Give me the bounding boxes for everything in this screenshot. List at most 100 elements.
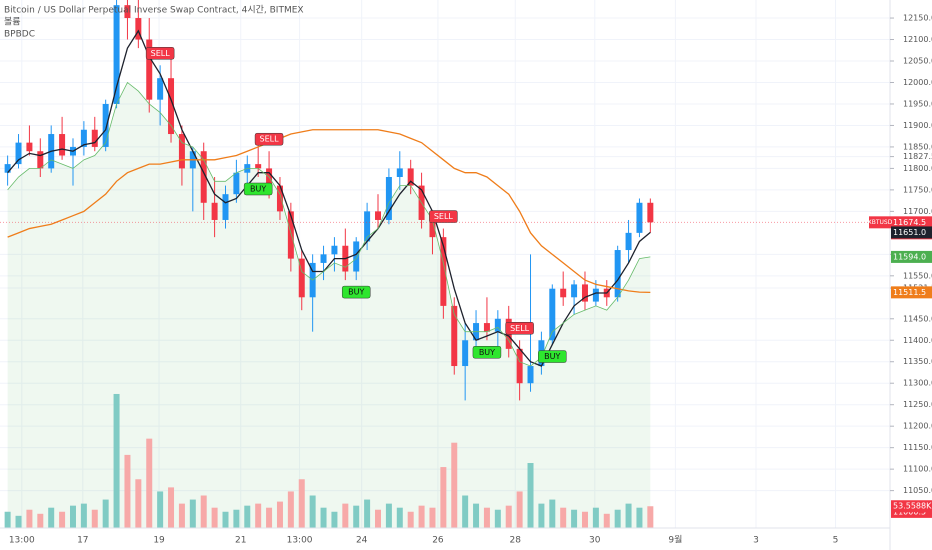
volume-bar <box>287 491 294 528</box>
y-tick-label: 11100.0 <box>903 465 932 474</box>
volume-bar <box>233 509 240 528</box>
x-tick-label: 24 <box>356 536 368 546</box>
candle-body <box>581 284 588 302</box>
plot: SELL BUY SELL BUY SELL BUY SELL BUY <box>0 0 890 528</box>
y-tick-label: 11350.0 <box>903 357 932 366</box>
symbol-label: XBTUSD <box>868 219 893 226</box>
volume-bar <box>189 499 196 528</box>
volume-bar <box>418 505 425 528</box>
volume-bar <box>614 509 621 528</box>
signal-label: BUY <box>250 185 266 194</box>
candle-body <box>4 164 11 173</box>
candle-body <box>80 129 87 147</box>
volume-bar <box>69 505 76 528</box>
candle-body <box>494 318 501 332</box>
volume-bar <box>462 495 469 528</box>
candle-body <box>320 254 327 263</box>
volume-bar <box>375 509 382 528</box>
volume-bar <box>146 438 153 528</box>
x-tick-label: 17 <box>77 536 88 546</box>
price-label-box <box>891 250 932 263</box>
candle-body <box>37 151 44 169</box>
candle-body <box>407 168 414 186</box>
volume-bar <box>102 499 109 528</box>
x-tick-label: 5 <box>833 536 839 546</box>
y-tick-label: 11300.0 <box>903 379 932 388</box>
x-tick-label: 30 <box>589 536 601 546</box>
volume-bar <box>200 495 207 528</box>
volume-bar <box>505 505 512 528</box>
candle-body <box>298 258 305 298</box>
signal-label: SELL <box>434 212 454 221</box>
price-label-box <box>891 286 932 299</box>
indicator-label: BPBDC <box>4 30 35 40</box>
volume-bar <box>331 511 338 528</box>
signal-box <box>254 132 284 146</box>
volume-bar <box>91 509 98 528</box>
volume-bar <box>647 506 654 528</box>
signal-label: SELL <box>510 324 530 333</box>
volume-bar <box>244 505 251 528</box>
candle-body <box>440 237 447 306</box>
volume-bar <box>538 503 545 528</box>
x-tick-label: 3 <box>753 536 759 546</box>
volume-bar <box>48 507 55 528</box>
candle-body <box>592 288 599 302</box>
candle-body <box>124 5 131 19</box>
signal-box <box>243 182 273 196</box>
y-tick-label: 11150.0 <box>903 443 932 452</box>
candle-body <box>113 5 120 104</box>
candle-body <box>451 305 458 367</box>
candle-body <box>385 177 392 220</box>
volume-bar <box>625 503 632 528</box>
volume-bar <box>342 503 349 528</box>
candle-body <box>549 288 556 341</box>
volume-bar <box>276 501 283 528</box>
candle-body <box>287 211 294 259</box>
volume-bar <box>353 505 360 528</box>
candle-body <box>364 211 371 242</box>
y-tick-label: 11827.5 <box>903 152 932 161</box>
candle-body <box>353 241 360 272</box>
volume-bar <box>385 503 392 528</box>
candle-body <box>625 232 632 251</box>
y-tick-label: 12000.0 <box>903 78 932 87</box>
axes: 12150.0 12100.0 12050.0 12000.0 11950.0 11900… <box>9 14 932 546</box>
candle-body <box>15 142 22 165</box>
signal-label: SELL <box>151 49 171 58</box>
candle-body <box>146 39 153 100</box>
candle-body <box>211 202 218 220</box>
y-tick-label: 11450.0 <box>903 314 932 323</box>
price-label: 11651.0 <box>893 228 926 237</box>
candle-body <box>26 142 33 152</box>
x-tick-label: 19 <box>153 536 165 546</box>
volume-label-box <box>891 500 932 513</box>
volume-bar <box>364 499 371 528</box>
volume-bar <box>571 509 578 528</box>
y-tick-label: 11850.0 <box>903 142 932 151</box>
candle-body <box>331 245 338 255</box>
volume-bar <box>396 507 403 528</box>
indicator-line <box>7 129 651 294</box>
volume-bar <box>549 499 556 528</box>
signal-label: BUY <box>479 348 495 357</box>
candle-body <box>560 288 567 298</box>
volume-bar <box>211 507 218 528</box>
signal-label: SELL <box>260 135 280 144</box>
signal-box <box>429 210 458 223</box>
chart-title: Bitcoin / US Dollar Perpetual Inverse Sw… <box>4 5 304 16</box>
y-tick-label: 12150.0 <box>903 14 932 23</box>
volume-bar <box>309 495 316 528</box>
price-label-box <box>891 216 932 229</box>
symbol-box <box>869 216 891 229</box>
y-tick-label: 11800.0 <box>903 164 932 173</box>
candle-body <box>571 284 578 298</box>
volume-bar <box>124 454 131 528</box>
volume-bar <box>473 503 480 528</box>
candle-body <box>233 172 240 195</box>
volume-bar <box>37 513 44 528</box>
x-tick-label: 26 <box>432 536 444 546</box>
indicator-label: 볼륨 <box>4 17 21 28</box>
y-tick-label: 11950.0 <box>903 99 932 108</box>
volume-bar <box>266 507 273 528</box>
